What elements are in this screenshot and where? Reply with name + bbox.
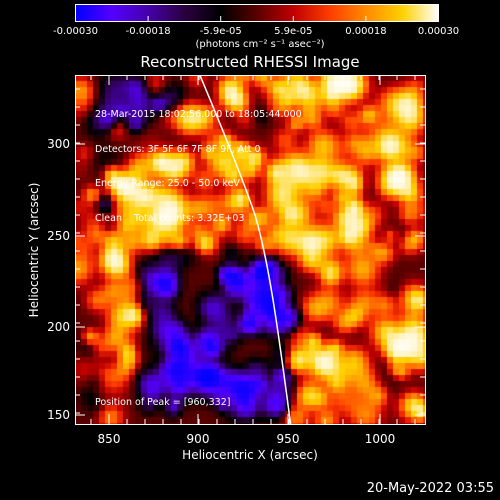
colorbar [75, 4, 439, 22]
colorbar-tick-label: -0.00030 [53, 26, 98, 37]
info-time-range: 28-Mar-2015 18:02:56.000 to 18:05:44.000 [95, 109, 302, 120]
timestamp: 20-May-2022 03:55 [366, 481, 494, 496]
x-tick-900: 900 [186, 432, 210, 446]
y-axis-label: Heliocentric Y (arcsec) [27, 182, 41, 318]
x-tick-950: 950 [276, 432, 300, 446]
solar-limb-line [199, 75, 292, 424]
x-tick-850: 850 [97, 432, 121, 446]
x-tick-1000: 1000 [364, 432, 396, 446]
info-energy-range: Energy Range: 25.0 - 50.0 keV [95, 178, 240, 189]
colorbar-tick-label: 5.9e-05 [274, 26, 313, 37]
y-tick-150: 150 [47, 408, 70, 422]
observation-info: 28-Mar-2015 18:02:56.000 to 18:05:44.000… [95, 86, 302, 236]
colorbar-tick-label: 0.00030 [417, 26, 460, 37]
y-tick-300: 300 [47, 137, 70, 151]
colorbar-unit-label: (photons cm⁻² s⁻¹ asec⁻²) [195, 39, 325, 50]
rhessi-image [75, 75, 425, 424]
colorbar-tick-label: -0.00018 [125, 26, 171, 37]
x-axis-label: Heliocentric X (arcsec) [182, 448, 318, 462]
colorbar-tick-label: -5.9e-05 [199, 26, 242, 37]
info-clean-counts: Clean Total counts: 3.32E+03 [95, 212, 245, 224]
image-title: Reconstructed RHESSI Image [140, 53, 360, 71]
colorbar-tick-label: 0.00018 [345, 26, 387, 37]
y-tick-200: 200 [47, 320, 70, 334]
peak-position: Position of Peak = [960,332] [95, 397, 231, 408]
y-tick-250: 250 [47, 229, 70, 243]
info-detectors: Detectors: 3F 5F 6F 7F 8F 9F, Att 0 [95, 143, 261, 155]
